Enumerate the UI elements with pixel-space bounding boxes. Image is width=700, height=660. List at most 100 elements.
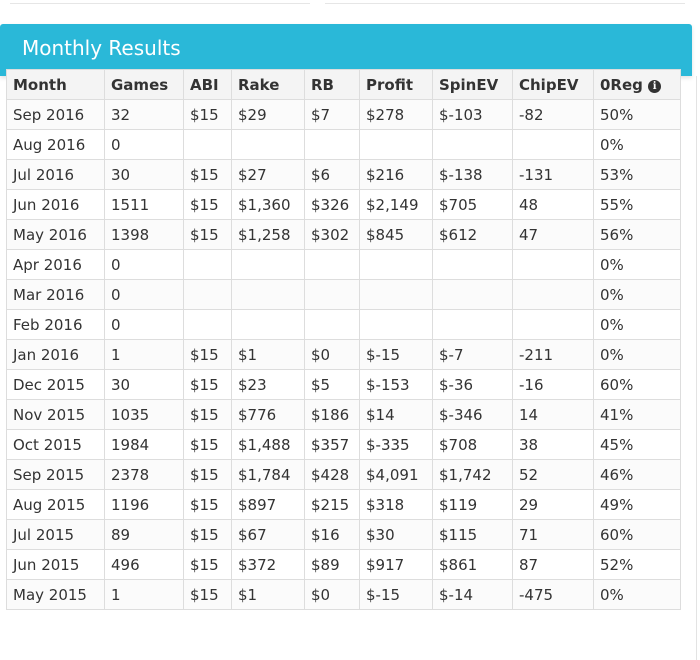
cell-abi: $15: [183, 549, 232, 580]
cell-abi: [183, 129, 232, 160]
cell-abi: $15: [183, 579, 232, 610]
cell-0reg: 50%: [593, 99, 681, 130]
cell-month: Mar 2016: [6, 279, 105, 310]
cell-rake: [231, 249, 305, 280]
table-row: May 2016 1398 $15 $1,258 $302 $845 $612 47 56%: [6, 219, 681, 250]
cell-abi: $15: [183, 489, 232, 520]
cell-chipev: [512, 309, 594, 340]
cell-spinev: $-7: [432, 339, 513, 370]
cell-rake: $1: [231, 579, 305, 610]
cell-games: 0: [104, 309, 184, 340]
divider: [10, 0, 310, 4]
cell-rb: $0: [304, 579, 360, 610]
cell-chipev: -82: [512, 99, 594, 130]
column-header-chipev: ChipEV: [512, 69, 594, 100]
table-row: Aug 2016 0 0%: [6, 129, 681, 160]
cell-games: 30: [104, 369, 184, 400]
cell-rb: $16: [304, 519, 360, 550]
cell-rb: $5: [304, 369, 360, 400]
cell-month: May 2016: [6, 219, 105, 250]
cell-month: Nov 2015: [6, 399, 105, 430]
cell-spinev: $-36: [432, 369, 513, 400]
table-body: Sep 2016 32 $15 $29 $7 $278 $-103 -82 50% Aug 201…: [6, 99, 681, 610]
cell-month: Oct 2015: [6, 429, 105, 460]
cell-rb: $326: [304, 189, 360, 220]
panel-body: [0, 76, 697, 660]
cell-month: Sep 2015: [6, 459, 105, 490]
cell-month: May 2015: [6, 579, 105, 610]
cell-chipev: 47: [512, 219, 594, 250]
cell-games: 0: [104, 129, 184, 160]
cell-abi: $15: [183, 99, 232, 130]
cell-month: Jan 2016: [6, 339, 105, 370]
cell-profit: $4,091: [359, 459, 433, 490]
cell-0reg: 0%: [593, 129, 681, 160]
cell-month: Jun 2016: [6, 189, 105, 220]
cell-spinev: $612: [432, 219, 513, 250]
cell-chipev: [512, 249, 594, 280]
cell-abi: [183, 249, 232, 280]
cell-0reg: 41%: [593, 399, 681, 430]
table-row: Dec 2015 30 $15 $23 $5 $-153 $-36 -16 60%: [6, 369, 681, 400]
info-icon[interactable]: i: [648, 79, 662, 93]
cell-chipev: 71: [512, 519, 594, 550]
cell-0reg: 60%: [593, 369, 681, 400]
column-header-label: 0Reg: [600, 75, 643, 94]
cell-chipev: -475: [512, 579, 594, 610]
table-row: May 2015 1 $15 $1 $0 $-15 $-14 -475 0%: [6, 579, 681, 610]
cell-0reg: 0%: [593, 249, 681, 280]
cell-spinev: $-346: [432, 399, 513, 430]
cell-abi: $15: [183, 399, 232, 430]
cell-month: Feb 2016: [6, 309, 105, 340]
table-row: Sep 2016 32 $15 $29 $7 $278 $-103 -82 50%: [6, 99, 681, 130]
cell-rake: $1,784: [231, 459, 305, 490]
cell-month: Dec 2015: [6, 369, 105, 400]
column-header-month: Month: [6, 69, 105, 100]
cell-abi: $15: [183, 459, 232, 490]
cell-profit: $14: [359, 399, 433, 430]
cell-spinev: [432, 309, 513, 340]
cell-0reg: 56%: [593, 219, 681, 250]
cell-abi: $15: [183, 369, 232, 400]
cell-abi: [183, 309, 232, 340]
cell-games: 32: [104, 99, 184, 130]
cell-spinev: $-138: [432, 159, 513, 190]
table-header-row: Month Games ABI Rake RB Profit SpinEV ChipEV 0Re…: [6, 69, 681, 100]
cell-spinev: [432, 249, 513, 280]
cell-rb: [304, 279, 360, 310]
cell-profit: [359, 309, 433, 340]
column-header-0reg: 0Reg i: [593, 69, 681, 100]
cell-rb: [304, 129, 360, 160]
cell-rb: $6: [304, 159, 360, 190]
cell-rake: [231, 309, 305, 340]
cell-spinev: $705: [432, 189, 513, 220]
cell-0reg: 0%: [593, 579, 681, 610]
column-header-label: Games: [111, 75, 169, 94]
column-header-rb: RB: [304, 69, 360, 100]
previous-panel-edge: [0, 0, 700, 6]
cell-rake: $776: [231, 399, 305, 430]
cell-rake: $67: [231, 519, 305, 550]
cell-profit: $216: [359, 159, 433, 190]
cell-month: Aug 2015: [6, 489, 105, 520]
cell-spinev: $1,742: [432, 459, 513, 490]
table-row: Mar 2016 0 0%: [6, 279, 681, 310]
cell-rb: $89: [304, 549, 360, 580]
cell-profit: $278: [359, 99, 433, 130]
cell-rb: $357: [304, 429, 360, 460]
cell-rake: $23: [231, 369, 305, 400]
cell-rb: $7: [304, 99, 360, 130]
cell-spinev: $861: [432, 549, 513, 580]
cell-chipev: [512, 279, 594, 310]
cell-rake: $897: [231, 489, 305, 520]
cell-profit: $-335: [359, 429, 433, 460]
cell-spinev: $115: [432, 519, 513, 550]
cell-games: 1196: [104, 489, 184, 520]
cell-abi: $15: [183, 189, 232, 220]
column-header-spinev: SpinEV: [432, 69, 513, 100]
cell-games: 30: [104, 159, 184, 190]
cell-chipev: 87: [512, 549, 594, 580]
cell-month: Apr 2016: [6, 249, 105, 280]
cell-spinev: $-14: [432, 579, 513, 610]
cell-abi: $15: [183, 519, 232, 550]
